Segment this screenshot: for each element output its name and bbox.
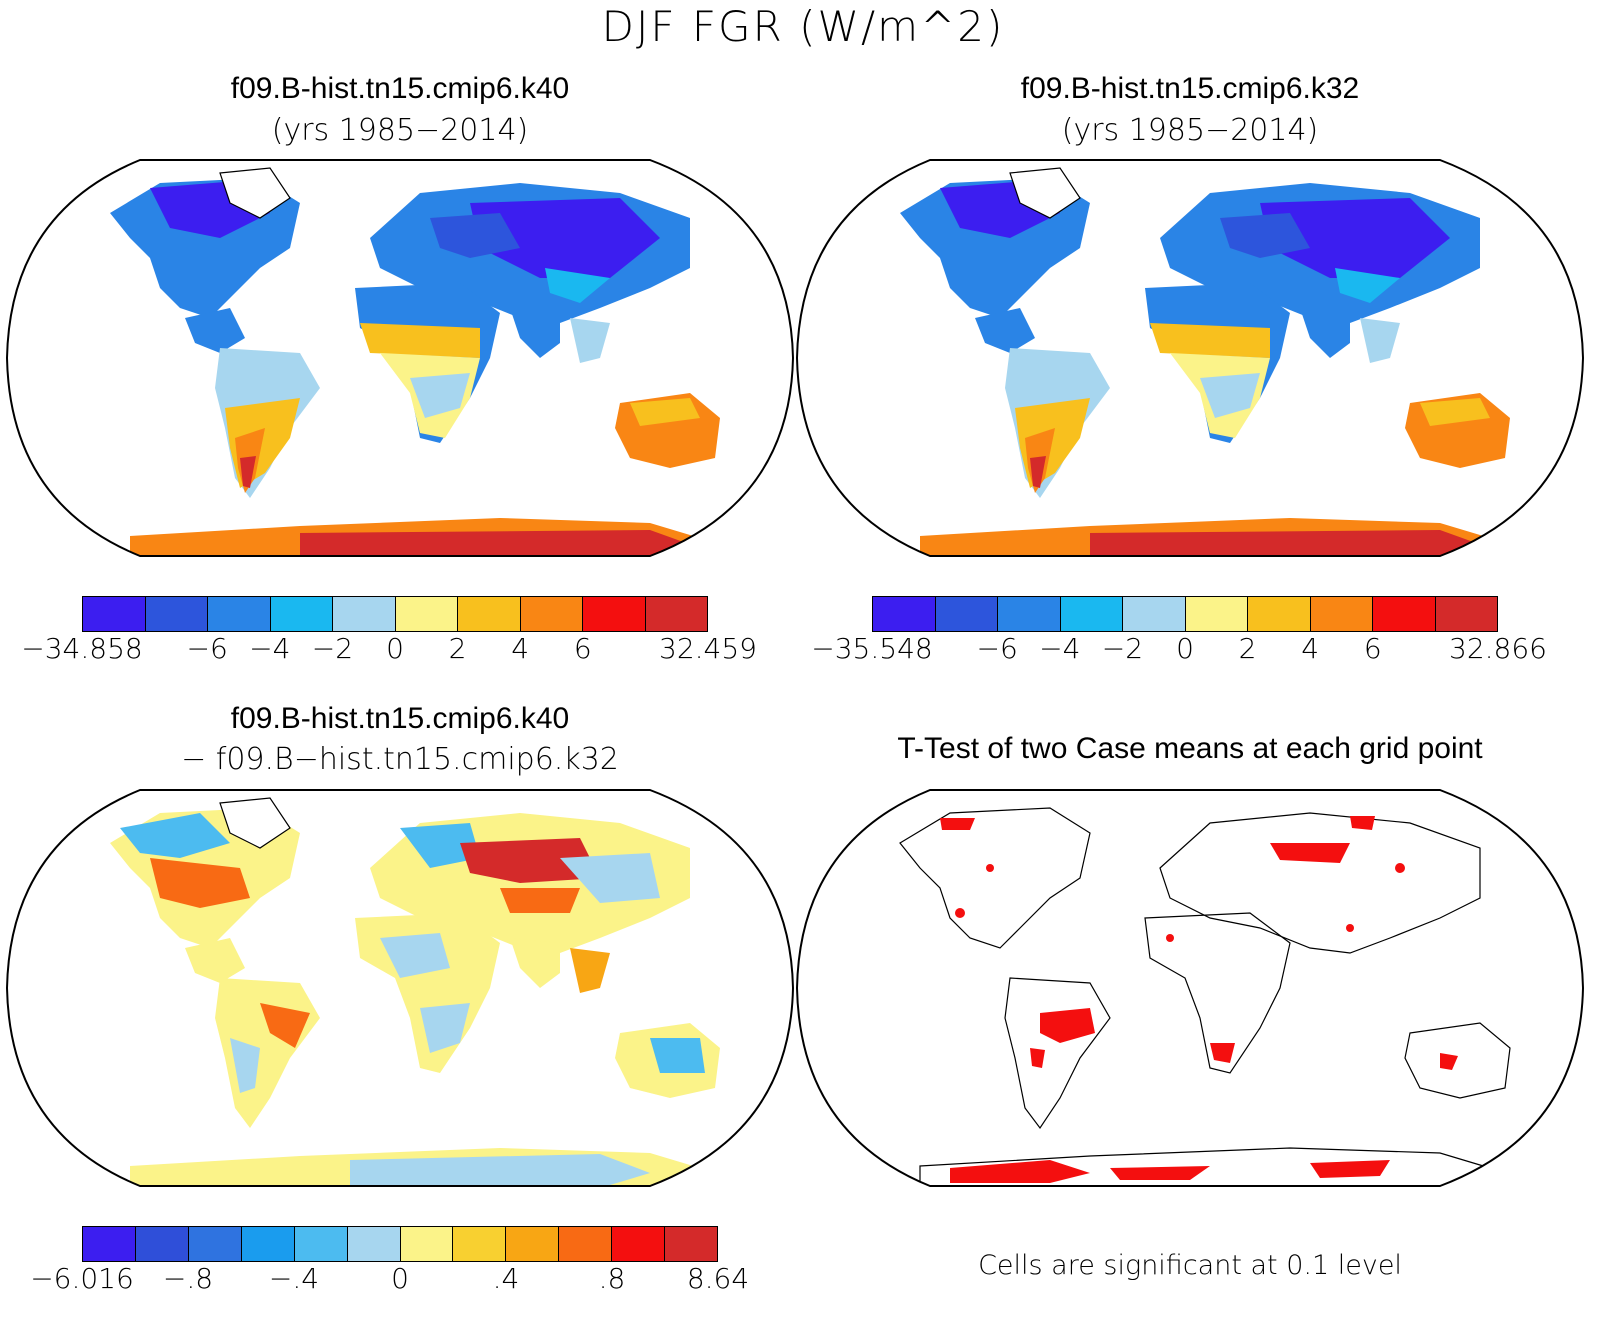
colorbar-swatch [559,1227,613,1261]
panel-title-top-left: f09.B-hist.tn15.cmip6.k40 [230,72,570,105]
colorbar-swatch [135,1227,189,1261]
colorbar-swatch [1435,597,1497,631]
colorbar-label: −35.548 [811,632,933,665]
colorbar-labels-top-left: −34.858 −6 −4 −2 0 2 4 6 32.459 [21,632,757,672]
colorbar-label: .4 [492,1262,520,1295]
colorbar-swatch [83,597,146,631]
colorbar-label: 2 [448,632,467,665]
colorbar-swatch [1185,597,1248,631]
map-top-left [0,158,800,558]
figure-title: DJF FGR (W/m^2) [601,2,1005,51]
colorbar-top-left [82,596,708,632]
map-top-right [790,158,1590,558]
colorbar-label: 0 [1176,632,1194,665]
colorbar-swatch [998,597,1061,631]
colorbar-swatch [395,597,458,631]
colorbar-top-right [872,596,1498,632]
colorbar-label: −6.016 [30,1262,134,1295]
colorbar-swatch [453,1227,507,1261]
colorbar-label: .8 [598,1262,626,1295]
colorbar-label: 8.64 [686,1262,750,1295]
colorbar-bottom-left [82,1226,718,1262]
colorbar-swatch [1060,597,1123,631]
significance-note: Cells are significant at 0.1 level [978,1250,1402,1281]
colorbar-swatch [145,597,208,631]
colorbar-swatch [520,597,583,631]
colorbar-swatch [188,1227,242,1261]
colorbar-swatch [241,1227,295,1261]
map-bottom-right [790,788,1590,1188]
colorbar-label: 32.459 [659,632,757,665]
colorbar-swatch [83,1227,136,1261]
colorbar-swatch [612,1227,666,1261]
colorbar-label: −.8 [162,1262,214,1295]
map-bottom-left [0,788,800,1188]
panel-subtitle-bottom-left: − f09.B−hist.tn15.cmip6.k32 [181,742,619,777]
colorbar-swatch [458,597,521,631]
panel-subtitle-top-left: (yrs 1985−2014) [271,113,529,148]
colorbar-label: −34.858 [21,632,143,665]
colorbar-label: 6 [573,632,592,665]
colorbar-label: −6 [186,632,228,665]
colorbar-label: 32.866 [1449,632,1547,665]
colorbar-swatch [583,597,646,631]
colorbar-swatch [506,1227,560,1261]
colorbar-label: 0 [386,632,404,665]
colorbar-swatch [873,597,936,631]
colorbar-swatch [1310,597,1373,631]
colorbar-label: 4 [1301,632,1320,665]
colorbar-label: 2 [1238,632,1257,665]
colorbar-label: −.4 [268,1262,320,1295]
panel-title-top-right: f09.B-hist.tn15.cmip6.k32 [1020,72,1360,105]
colorbar-swatch [294,1227,348,1261]
colorbar-label: −2 [311,632,354,665]
colorbar-swatch [1248,597,1311,631]
colorbar-swatch [645,597,707,631]
colorbar-label: −2 [1101,632,1144,665]
colorbar-swatch [935,597,998,631]
colorbar-swatch [400,1227,454,1261]
colorbar-swatch [333,597,396,631]
colorbar-labels-top-right: −35.548 −6 −4 −2 0 2 4 6 32.866 [811,632,1547,672]
colorbar-swatch [1373,597,1436,631]
colorbar-swatch [347,1227,401,1261]
colorbar-swatch [1123,597,1186,631]
colorbar-label: −4 [249,632,291,665]
colorbar-label: −6 [976,632,1018,665]
colorbar-label: 0 [391,1262,409,1295]
colorbar-label: −4 [1039,632,1081,665]
colorbar-swatch [665,1227,718,1261]
panel-title-bottom-right: T-Test of two Case means at each grid po… [897,732,1483,765]
colorbar-swatch [208,597,271,631]
colorbar-labels-bottom-left: −6.016 −.8 −.4 0 .4 .8 8.64 [30,1262,749,1302]
panel-title-bottom-left: f09.B-hist.tn15.cmip6.k40 [230,702,570,735]
panel-subtitle-top-right: (yrs 1985−2014) [1061,113,1319,148]
colorbar-swatch [270,597,333,631]
colorbar-label: 6 [1363,632,1382,665]
colorbar-label: 4 [511,632,530,665]
